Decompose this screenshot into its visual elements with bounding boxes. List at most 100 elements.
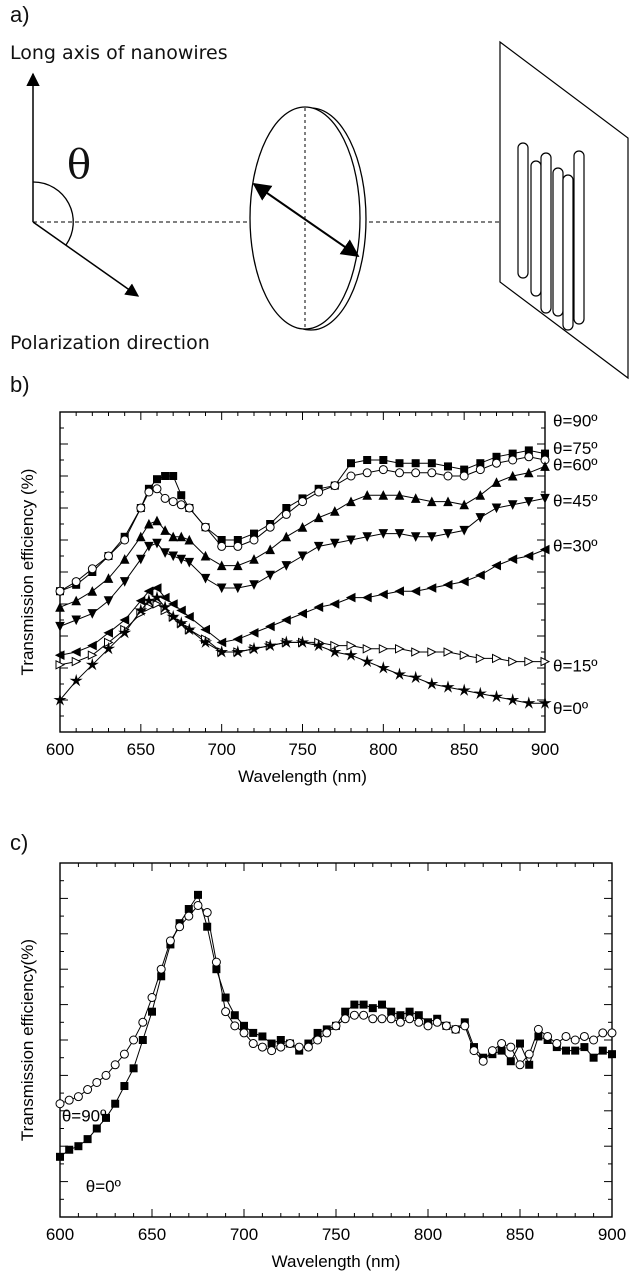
data-point xyxy=(176,605,186,616)
data-point xyxy=(281,561,292,571)
data-point xyxy=(176,531,187,542)
data-point xyxy=(523,497,534,507)
data-point xyxy=(347,459,355,468)
chart-b: 600 650 700 750 800 850 900 Wavelength (nm) Tran… xyxy=(18,411,598,786)
data-point xyxy=(230,1011,239,1020)
data-point xyxy=(492,653,502,664)
data-point xyxy=(396,1011,405,1020)
data-point xyxy=(460,465,469,474)
data-point xyxy=(441,1021,451,1031)
data-point xyxy=(129,1064,138,1073)
series-theta-60deg xyxy=(55,461,550,612)
data-point xyxy=(608,1050,616,1059)
data-point xyxy=(425,677,439,690)
data-point xyxy=(298,497,307,507)
data-point xyxy=(444,462,452,471)
series-theta-90deg xyxy=(55,900,617,1109)
data-point xyxy=(101,1070,111,1080)
data-point xyxy=(71,647,81,657)
data-point xyxy=(248,627,259,638)
data-point xyxy=(129,1035,139,1045)
data-point xyxy=(281,615,291,625)
x-tick-label: 900 xyxy=(531,740,559,759)
data-point xyxy=(345,592,356,603)
long-axis-caption: Long axis of nanowires xyxy=(10,42,228,64)
data-point xyxy=(362,643,373,654)
data-point xyxy=(152,538,162,549)
panel-a-label: a) xyxy=(10,2,30,27)
data-point xyxy=(346,471,356,481)
data-point xyxy=(71,577,81,587)
data-point xyxy=(362,592,372,603)
data-point xyxy=(221,993,230,1002)
data-point xyxy=(55,1099,65,1109)
data-point xyxy=(414,1011,423,1020)
data-point xyxy=(279,635,293,648)
data-point xyxy=(221,1007,231,1017)
data-point xyxy=(394,490,405,500)
data-point xyxy=(457,683,471,696)
data-point xyxy=(475,570,485,581)
data-point xyxy=(148,1007,156,1016)
data-point xyxy=(144,487,154,497)
data-point xyxy=(341,1007,350,1016)
panel-b-label: b) xyxy=(10,372,30,397)
chart-c: 600 650 700 750 800 850 900 Wavelength (nm) Tran… xyxy=(18,862,626,1271)
data-point xyxy=(313,602,324,613)
data-point xyxy=(111,1099,120,1108)
data-point xyxy=(265,544,276,555)
data-point xyxy=(184,905,193,914)
series-theta-75deg xyxy=(55,452,550,596)
polarizer-arrow xyxy=(252,182,360,258)
data-point xyxy=(152,515,162,526)
data-point xyxy=(507,500,518,510)
data-point xyxy=(54,650,65,661)
data-point xyxy=(55,659,66,670)
data-point xyxy=(175,922,185,932)
data-point xyxy=(506,693,520,706)
data-point xyxy=(313,1035,323,1045)
data-point xyxy=(543,1031,553,1041)
data-point xyxy=(426,532,437,542)
data-point xyxy=(561,1031,571,1041)
series-line xyxy=(59,904,612,1105)
data-point xyxy=(475,490,486,500)
data-point xyxy=(135,531,146,542)
data-point xyxy=(87,586,98,596)
data-point xyxy=(534,1032,543,1041)
data-point xyxy=(136,503,146,513)
theta-angle-symbol: θ xyxy=(67,142,92,188)
x-tick-label: 700 xyxy=(230,1225,258,1244)
data-point xyxy=(64,1095,74,1105)
data-point xyxy=(150,590,164,604)
data-point xyxy=(119,554,130,564)
data-point xyxy=(580,1043,589,1052)
data-point xyxy=(409,670,423,684)
data-point xyxy=(363,456,372,464)
data-point xyxy=(211,957,221,967)
data-point xyxy=(160,548,170,558)
data-point xyxy=(570,1035,580,1045)
data-point xyxy=(258,1032,267,1041)
data-point xyxy=(426,583,437,593)
data-point xyxy=(459,525,470,536)
series-theta-0deg xyxy=(53,590,552,709)
data-point xyxy=(329,599,340,609)
series-label-theta-60deg: θ=60º xyxy=(553,455,598,474)
data-point xyxy=(507,470,518,481)
data-point xyxy=(489,689,504,703)
data-point xyxy=(329,538,340,549)
data-point xyxy=(56,1152,64,1161)
data-point xyxy=(346,640,357,651)
data-point xyxy=(506,1042,516,1052)
data-point xyxy=(71,615,82,626)
x-tick-label: 650 xyxy=(138,1225,166,1244)
data-point xyxy=(538,696,552,709)
data-point xyxy=(87,564,97,574)
data-point xyxy=(87,609,98,619)
data-point xyxy=(362,490,373,500)
x-tick-label: 600 xyxy=(46,1225,74,1244)
data-point xyxy=(265,522,275,532)
data-point xyxy=(250,529,258,538)
